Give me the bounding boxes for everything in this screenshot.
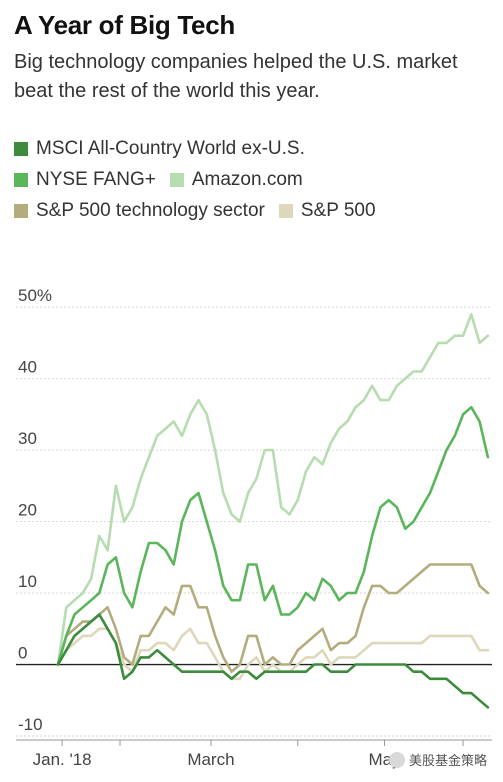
series-line-0 xyxy=(56,613,490,709)
chart-title: A Year of Big Tech xyxy=(14,10,235,40)
legend-item-sp-tech: S&P 500 technology sector xyxy=(14,200,265,222)
legend-label-amazon: Amazon.com xyxy=(191,168,303,190)
legend-item-fang: NYSE FANG+ xyxy=(14,169,156,191)
y-tick-label: -10 xyxy=(18,715,43,734)
chart-subtitle: Big technology companies helped the U.S.… xyxy=(14,51,458,102)
y-tick-label: 20 xyxy=(18,501,37,520)
wechat-icon xyxy=(389,751,405,768)
series-line-3 xyxy=(56,563,490,673)
legend-swatch-fang xyxy=(14,172,28,187)
legend-row-2: NYSE FANG+ Amazon.com xyxy=(14,164,494,195)
legend-swatch-msci xyxy=(14,141,28,156)
legend-item-msci: MSCI All-Country World ex-U.S. xyxy=(14,138,305,160)
legend-swatch-sp500 xyxy=(278,203,293,218)
legend-item-sp500: S&P 500 xyxy=(278,199,376,222)
legend-label-sp500: S&P 500 xyxy=(300,199,376,221)
x-tick-label: March xyxy=(187,750,234,769)
y-tick-label: 30 xyxy=(18,429,37,448)
legend-row-1: MSCI All-Country World ex-U.S. xyxy=(14,133,494,164)
series-line-1 xyxy=(56,405,490,666)
legend: MSCI All-Country World ex-U.S. NYSE FANG… xyxy=(14,133,494,226)
y-tick-label: 40 xyxy=(18,358,37,377)
legend-label-msci: MSCI All-Country World ex-U.S. xyxy=(36,137,305,159)
y-tick-label: 0 xyxy=(18,644,27,663)
y-tick-label: 50% xyxy=(18,286,52,305)
x-tick-label: Jan. '18 xyxy=(33,750,92,769)
watermark-text: 美股基金策略 xyxy=(409,753,488,768)
series-line-4 xyxy=(56,627,490,681)
legend-swatch-amazon xyxy=(169,172,184,187)
y-tick-label: 10 xyxy=(18,572,37,591)
legend-label-sp-tech: S&P 500 technology sector xyxy=(36,199,265,221)
legend-label-fang: NYSE FANG+ xyxy=(36,168,156,190)
legend-swatch-sp-tech xyxy=(14,203,28,218)
watermark: 美股基金策略 xyxy=(389,750,487,769)
series-line-2 xyxy=(56,313,490,666)
legend-row-3: S&P 500 technology sector S&P 500 xyxy=(14,195,494,226)
legend-item-amazon: Amazon.com xyxy=(169,168,303,191)
